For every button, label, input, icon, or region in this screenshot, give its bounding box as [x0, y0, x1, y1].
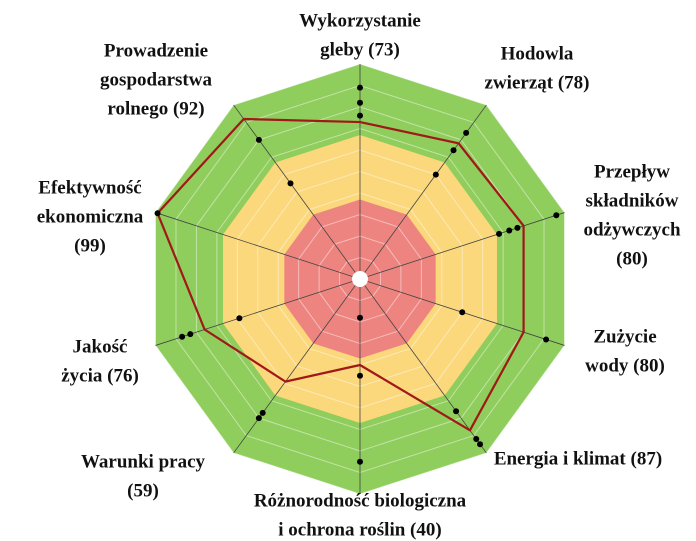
- point: [357, 314, 363, 321]
- point: [236, 315, 243, 322]
- point: [459, 309, 466, 316]
- axis-label: odżywczych: [583, 219, 681, 240]
- axis-label: wody (80): [585, 355, 665, 376]
- point: [357, 372, 363, 379]
- point: [514, 224, 521, 231]
- axis-label: życia (76): [61, 365, 139, 386]
- spoke: [233, 278, 361, 454]
- point: [463, 129, 470, 136]
- axis-label: Prowadzenie: [104, 40, 208, 61]
- axis-label: i ochrona roślin (40): [278, 519, 441, 540]
- point: [432, 171, 439, 178]
- point: [255, 136, 262, 143]
- point: [450, 147, 457, 154]
- axis-label: Zużycie: [593, 326, 656, 347]
- point: [477, 441, 484, 448]
- point: [259, 409, 266, 416]
- point: [255, 415, 262, 422]
- spoke: [233, 104, 361, 280]
- point: [357, 458, 363, 465]
- axis-label: gospodarstwa: [100, 69, 212, 90]
- axis-label: Przepływ: [594, 161, 670, 182]
- point: [154, 210, 161, 217]
- axis-label: gleby (73): [320, 39, 400, 60]
- spoke: [359, 212, 565, 280]
- axis-label: Hodowla: [501, 43, 574, 64]
- axis-label: Wykorzystanie: [299, 10, 421, 31]
- axis-label: (80): [616, 248, 648, 269]
- center-hole: [352, 271, 368, 287]
- point: [553, 212, 560, 219]
- point: [496, 230, 503, 237]
- point: [473, 436, 480, 443]
- axis-label: ekonomiczna: [37, 206, 144, 227]
- point: [357, 112, 363, 119]
- axis-label: Efektywność: [38, 177, 141, 198]
- axis-label: Różnorodność biologiczna: [254, 490, 467, 511]
- axis-label: rolnego (92): [107, 98, 204, 119]
- axis-label: składników: [586, 190, 679, 211]
- point: [187, 331, 194, 338]
- point: [506, 227, 513, 234]
- point: [357, 99, 363, 106]
- axis-label: (99): [74, 235, 106, 256]
- spoke: [359, 278, 487, 454]
- point: [357, 84, 363, 91]
- point: [453, 408, 460, 415]
- axis-label: Warunki pracy: [81, 451, 206, 472]
- point: [287, 180, 294, 187]
- axis-label: Jakość: [73, 336, 128, 357]
- spoke: [155, 212, 361, 280]
- axis-label: Energia i klimat (87): [494, 448, 662, 469]
- point: [179, 333, 186, 340]
- axis-label: zwierząt (78): [485, 72, 590, 93]
- point: [543, 336, 550, 343]
- series-line: [156, 117, 525, 432]
- axis-label: (59): [127, 480, 159, 501]
